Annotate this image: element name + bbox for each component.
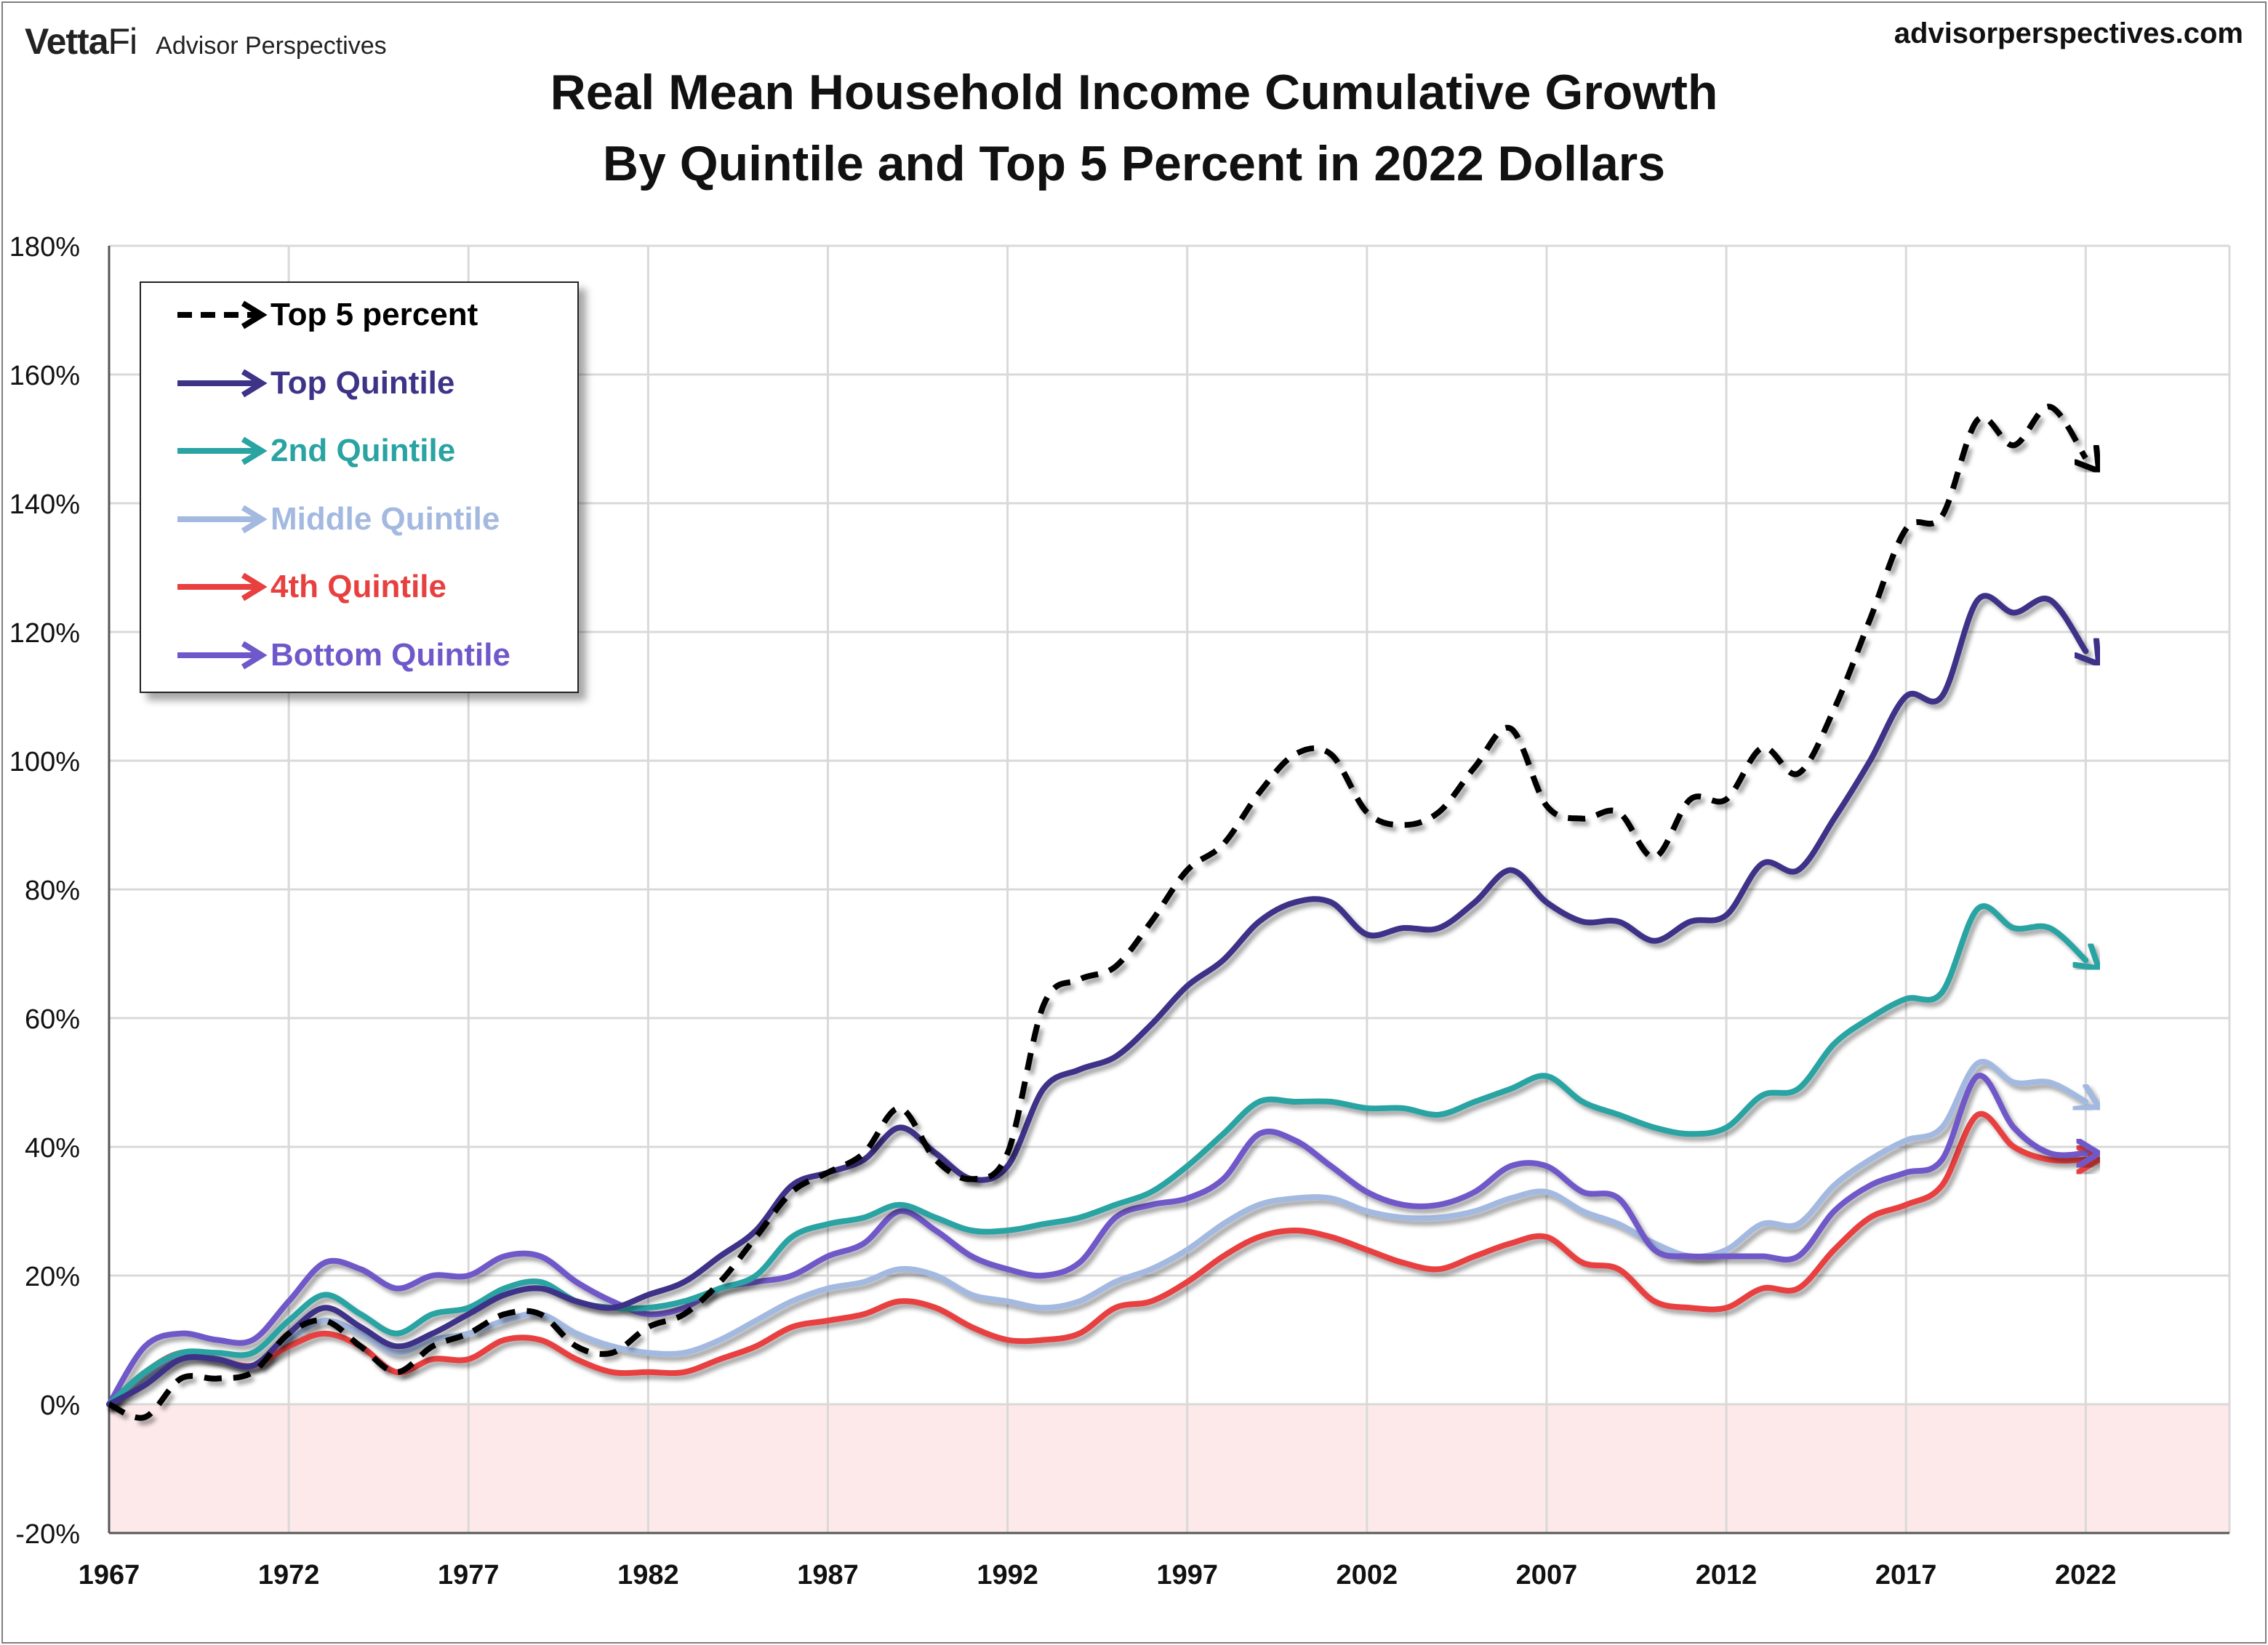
series-bottom-arrowhead: [2075, 1137, 2104, 1169]
x-tick-label: 2007: [1516, 1560, 1578, 1590]
site-url: advisorperspectives.com: [1894, 17, 2243, 49]
y-axis-ticks: -20% 0% 20% 40% 60% 80% 100% 120% 140% 160% 180%: [9, 232, 80, 1550]
series-second-arrowhead: [2071, 942, 2104, 972]
logo-part-fi: Fi: [108, 21, 138, 62]
x-tick-label: 2017: [1875, 1560, 1937, 1590]
legend-label: Top 5 percent: [271, 297, 478, 332]
legend-label: Bottom Quintile: [271, 636, 510, 673]
legend: Top 5 percent Top Quintile 2nd Quintile Mid…: [140, 281, 579, 693]
legend-label: Top Quintile: [271, 364, 455, 401]
chart-title-block: Real Mean Household Income Cumulative Gr…: [0, 57, 2268, 199]
x-tick-label: 2002: [1337, 1560, 1398, 1590]
chart-subtitle: By Quintile and Top 5 Percent in 2022 Do…: [602, 136, 1666, 191]
series-second: [106, 903, 2104, 1407]
brand: VettaFi Advisor Perspectives: [25, 20, 387, 64]
y-tick-label: 20%: [25, 1262, 80, 1292]
y-tick-label: 0%: [40, 1390, 80, 1421]
chart-title: Real Mean Household Income Cumulative Gr…: [550, 65, 1718, 120]
series-top: [106, 593, 2102, 1407]
y-tick-label: 60%: [25, 1004, 80, 1035]
legend-item-second: 2nd Quintile: [173, 429, 455, 473]
series-line-bottom: [106, 1073, 2089, 1407]
legend-swatch-arrow-icon: [177, 641, 268, 669]
y-tick-label: 160%: [9, 361, 80, 391]
x-axis-ticks: 1967 1972 1977 1982 1987 1992 1997 2002 2007 2012…: [79, 1560, 2117, 1590]
legend-swatch-arrow-icon: [177, 436, 268, 465]
series-bottom: [106, 1073, 2104, 1407]
series-top5-arrowhead: [2072, 443, 2102, 476]
vettafi-logo: VettaFi: [25, 20, 137, 63]
y-tick-label: 120%: [9, 618, 80, 649]
x-tick-label: 1982: [617, 1560, 679, 1590]
y-tick-label: 180%: [9, 232, 80, 263]
negative-region: [109, 1404, 2229, 1533]
legend-label: 2nd Quintile: [271, 433, 456, 468]
series-middle: [106, 1059, 2104, 1407]
legend-item-fourth: 4th Quintile: [173, 565, 446, 609]
legend-swatch-arrow-icon: [177, 369, 268, 397]
x-tick-label: 2022: [2055, 1560, 2117, 1590]
legend-item-middle: Middle Quintile: [173, 497, 500, 541]
legend-swatch-arrow-icon: [177, 572, 268, 601]
brand-name: Advisor Perspectives: [156, 32, 387, 60]
logo-part-vetta: Vetta: [25, 21, 109, 62]
legend-item-top: Top Quintile: [173, 361, 454, 405]
x-tick-label: 1977: [438, 1560, 500, 1590]
x-tick-label: 1997: [1156, 1560, 1218, 1590]
legend-swatch-arrow-icon: [177, 300, 268, 329]
y-tick-label: -20%: [15, 1519, 80, 1550]
series-line-middle: [106, 1059, 2089, 1407]
series-middle-arrowhead: [2071, 1082, 2104, 1112]
x-tick-label: 1987: [797, 1560, 859, 1590]
legend-item-bottom: Bottom Quintile: [173, 633, 510, 677]
series-line-top5: [108, 404, 2088, 1421]
legend-swatch-arrow-icon: [177, 505, 268, 533]
y-tick-label: 80%: [25, 876, 80, 906]
series-line-fourth: [106, 1110, 2089, 1407]
series-top5: [108, 404, 2102, 1421]
legend-label: Middle Quintile: [271, 500, 500, 537]
series-fourth: [106, 1110, 2104, 1407]
legend-item-top5: Top 5 percent: [173, 293, 478, 337]
series-line-top: [106, 593, 2089, 1407]
y-tick-label: 100%: [9, 747, 80, 777]
plot-background: [109, 1404, 2229, 1533]
y-tick-label: 40%: [25, 1133, 80, 1164]
series-line-second: [106, 903, 2089, 1407]
series-lines: [106, 404, 2104, 1421]
x-tick-label: 2012: [1696, 1560, 1758, 1590]
x-tick-label: 1967: [79, 1560, 140, 1590]
x-tick-label: 1992: [977, 1560, 1038, 1590]
legend-label: 4th Quintile: [271, 569, 446, 604]
series-top-arrowhead: [2072, 636, 2102, 669]
gridlines: [108, 244, 2231, 1534]
y-tick-label: 140%: [9, 489, 80, 520]
x-tick-label: 1972: [258, 1560, 320, 1590]
